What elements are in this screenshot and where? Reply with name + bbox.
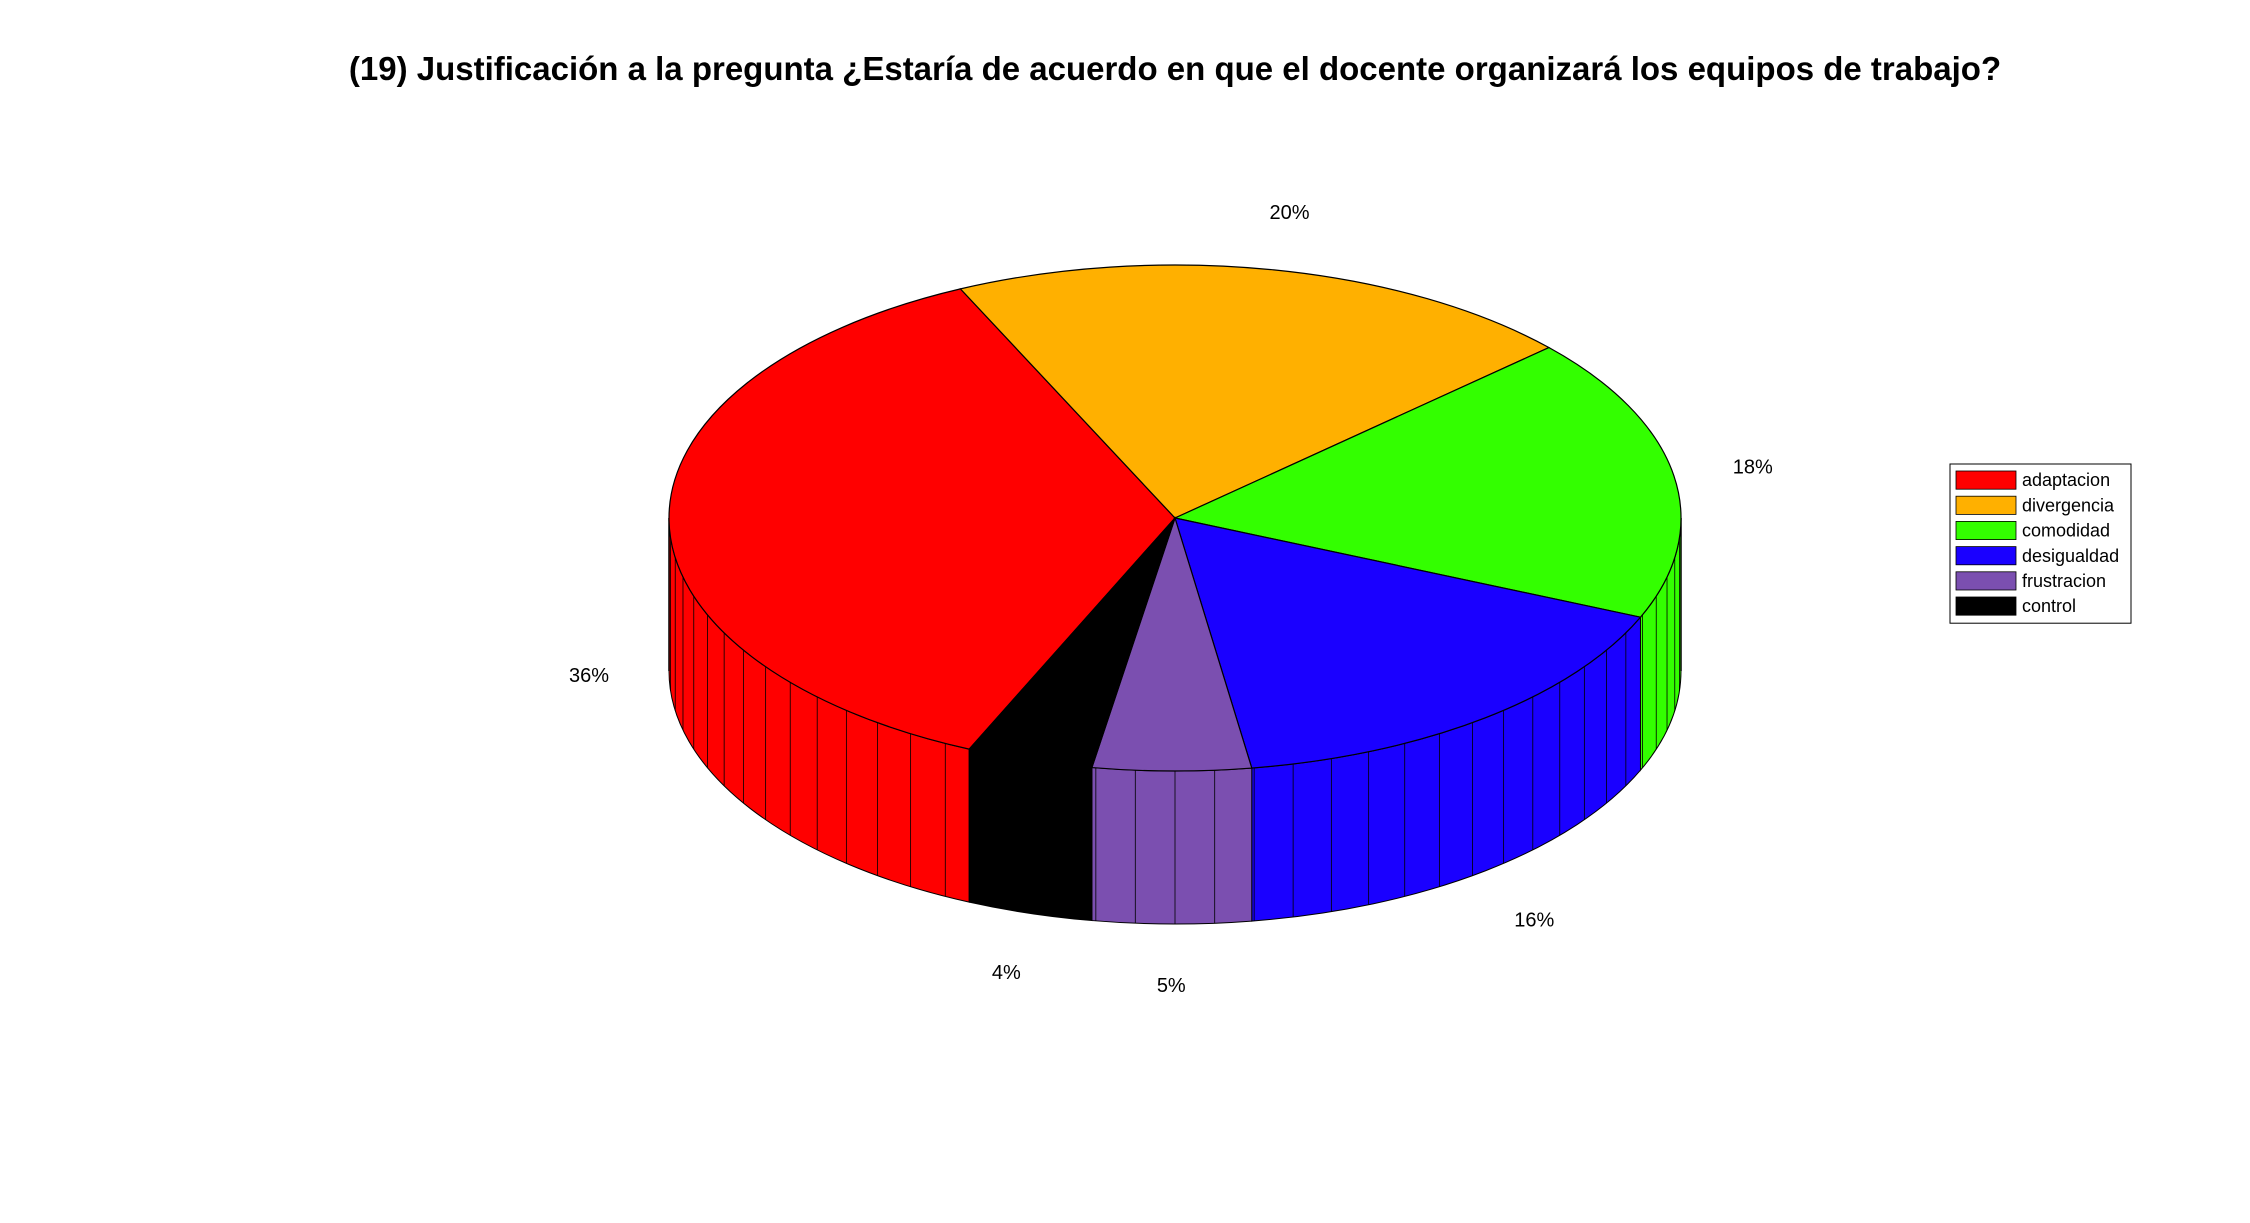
pct-label-comodidad: 18% (1733, 457, 1773, 479)
legend-label-comodidad: comodidad (2022, 521, 2110, 541)
legend: adaptacion divergencia comodidad desigualda… (1949, 463, 2132, 624)
legend-swatch-divergencia (1955, 495, 2017, 515)
pie-side-wall (668, 517, 1682, 925)
legend-label-control: control (2022, 596, 2076, 616)
legend-label-desigualdad: desigualdad (2022, 546, 2119, 566)
legend-swatch-desigualdad (1955, 546, 2017, 566)
pie-slice-control (968, 517, 1176, 769)
pct-label-desigualdad: 16% (1514, 909, 1554, 931)
pct-label-control: 4% (992, 962, 1021, 984)
pie-side-control (968, 748, 1093, 922)
pie-side-frustracion (1091, 767, 1253, 925)
chart-title: (19) Justificación a la pregunta ¿Estarí… (349, 50, 2001, 87)
pct-label-frustracion: 5% (1157, 975, 1186, 997)
legend-swatch-control (1955, 596, 2017, 616)
legend-swatch-adaptacion (1955, 470, 2017, 490)
pct-label-adaptacion: 36% (569, 665, 609, 687)
legend-swatch-frustracion (1955, 571, 2017, 591)
pie-slice-adaptacion (668, 288, 1176, 750)
percentage-labels: 36% 20% 18% 16% 5% 4% (569, 202, 1773, 997)
legend-label-frustracion: frustracion (2022, 571, 2106, 591)
legend-swatch-comodidad (1955, 521, 2017, 541)
pie-slice-comodidad (1173, 346, 1682, 618)
pct-label-divergencia: 20% (1270, 202, 1310, 224)
pie-top-face (668, 264, 1682, 772)
pie-slice-frustracion (1091, 516, 1253, 772)
legend-label-adaptacion: adaptacion (2022, 470, 2110, 490)
pie-slice-divergencia (959, 264, 1551, 519)
legend-label-divergencia: divergencia (2022, 495, 2115, 515)
pie-slice-desigualdad (1174, 517, 1642, 769)
